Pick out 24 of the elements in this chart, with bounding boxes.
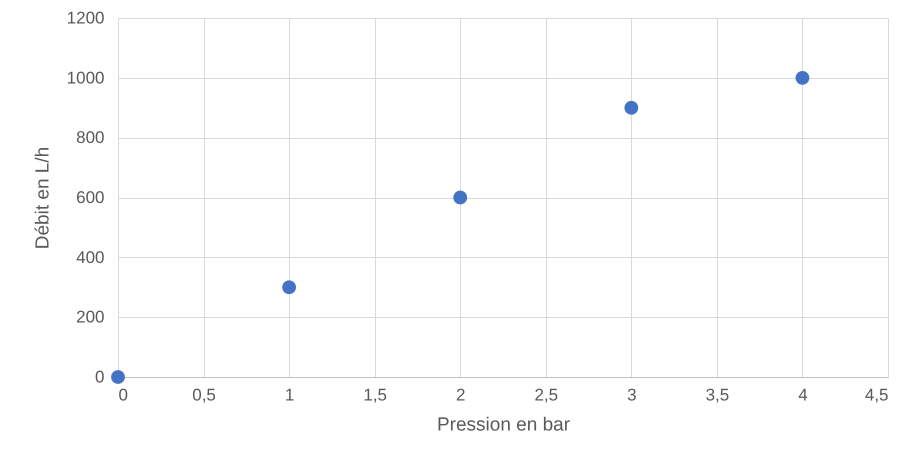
x-tick-label: 0,5	[192, 386, 216, 404]
x-tick-label: 3	[627, 386, 637, 404]
x-tick-label: 0	[118, 386, 128, 404]
y-tick-label: 800	[76, 128, 104, 148]
y-tick-label: 600	[76, 188, 104, 207]
x-tick-label: 4	[798, 386, 808, 404]
y-tick-label: 200	[76, 308, 104, 327]
point	[624, 100, 638, 115]
x-tick-label: 3,5	[706, 386, 730, 404]
y-axis-title: Débit en L/h	[32, 146, 54, 250]
x-tick-label: 4,5	[864, 386, 888, 404]
y-tick-label: 400	[76, 248, 104, 267]
point	[796, 70, 810, 85]
x-axis-title: Pression en bar	[436, 414, 571, 436]
point	[453, 190, 468, 204]
y-tick-label: 1200	[66, 8, 104, 28]
y-tick-label: 1000	[66, 68, 104, 88]
point	[111, 370, 125, 384]
y-tick-label: 0	[95, 368, 104, 386]
x-tick-label: 2	[456, 386, 466, 404]
x-tick-label: 2,5	[534, 386, 558, 404]
x-tick-label: 1,5	[363, 386, 387, 404]
point	[282, 280, 296, 294]
x-tick-label: 1	[284, 386, 294, 404]
